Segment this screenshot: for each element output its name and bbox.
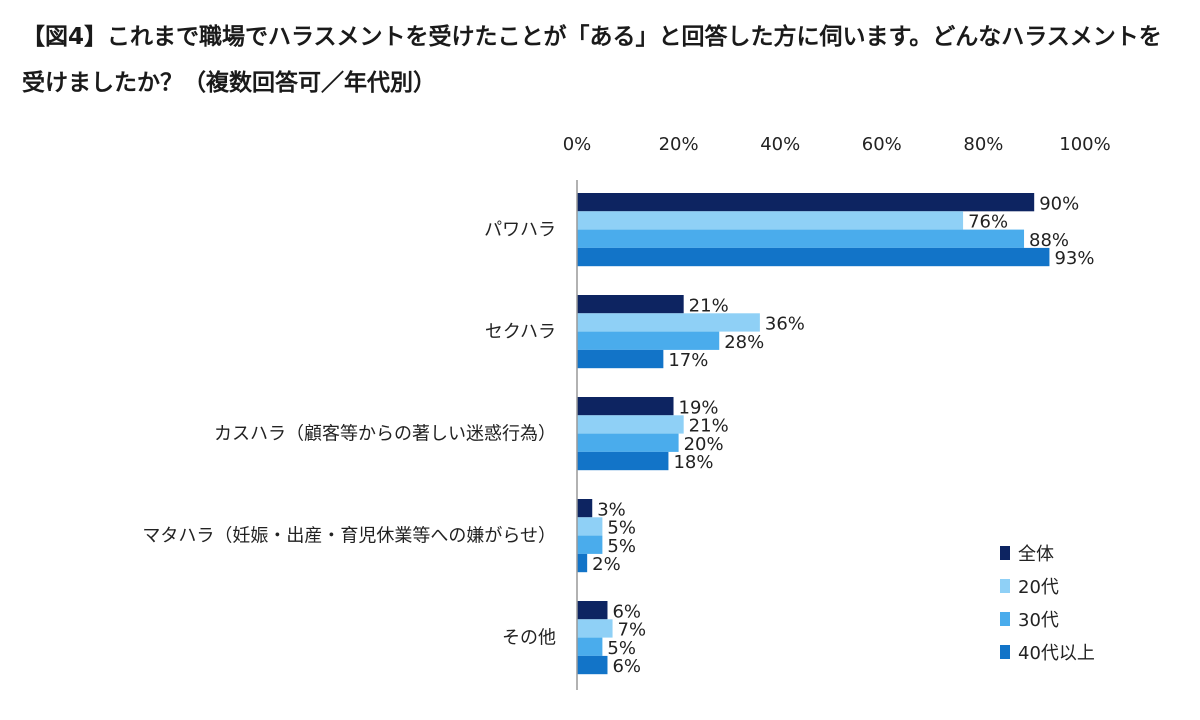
bar-value-label: 28% xyxy=(724,332,764,353)
legend: 全体 20代 30代 40代以上 xyxy=(1000,544,1095,664)
bar-value-label: 6% xyxy=(612,656,641,677)
bar-value-label: 17% xyxy=(668,350,708,371)
x-tick-label: 60% xyxy=(862,134,902,155)
category-label: その他 xyxy=(502,628,556,649)
category-label: パワハラ xyxy=(484,220,556,241)
bar-value-label: 76% xyxy=(968,212,1008,233)
bar xyxy=(577,499,593,518)
bar-value-label: 19% xyxy=(679,397,719,418)
x-tick-label: 0% xyxy=(563,134,592,155)
bar xyxy=(577,229,1025,248)
bar xyxy=(577,601,608,620)
x-tick-label: 80% xyxy=(963,134,1003,155)
legend-swatch xyxy=(1000,645,1010,659)
bar-value-label: 6% xyxy=(612,601,641,622)
bar-value-label: 3% xyxy=(597,499,626,520)
bars xyxy=(577,193,1050,675)
bar xyxy=(577,349,664,369)
bar xyxy=(577,553,588,573)
bar xyxy=(577,193,1035,212)
bar xyxy=(577,433,679,452)
bar-value-label: 18% xyxy=(673,452,713,473)
bar xyxy=(577,211,964,230)
x-tick-label: 100% xyxy=(1059,134,1110,155)
bar xyxy=(577,415,684,434)
bar-value-label: 5% xyxy=(607,536,636,557)
bar xyxy=(577,247,1050,267)
category-label: カスハラ（顧客等からの著しい迷惑行為） xyxy=(214,424,556,445)
legend-swatch xyxy=(1000,546,1010,560)
bar-value-label: 5% xyxy=(607,638,636,659)
bar-value-label: 88% xyxy=(1029,230,1069,251)
bar-value-label: 2% xyxy=(592,554,621,575)
x-axis-ticks: 0% 20% 40% 60% 80% 100% xyxy=(563,134,1111,155)
bar xyxy=(577,517,603,536)
legend-swatch xyxy=(1000,612,1010,626)
bar-value-label: 21% xyxy=(689,295,729,316)
legend-label: 20代 xyxy=(1018,577,1059,598)
bar xyxy=(577,619,613,638)
chart-title: 【図4】これまで職場でハラスメントを受けたことが「ある」と回答した方に伺います。… xyxy=(22,24,1162,96)
category-label: マタハラ（妊娠・出産・育児休業等への嫌がらせ） xyxy=(142,526,556,547)
legend-label: 40代以上 xyxy=(1018,643,1095,664)
bar xyxy=(577,535,603,554)
bar xyxy=(577,637,603,656)
x-tick-label: 40% xyxy=(760,134,800,155)
bar-value-label: 21% xyxy=(689,416,729,437)
bar-value-label: 90% xyxy=(1039,193,1079,214)
bar xyxy=(577,313,760,332)
bar xyxy=(577,655,608,675)
legend-label: 全体 xyxy=(1018,544,1054,565)
legend-label: 30代 xyxy=(1018,610,1059,631)
bar xyxy=(577,397,674,416)
bar xyxy=(577,451,669,471)
bar-value-label: 93% xyxy=(1054,248,1094,269)
legend-swatch xyxy=(1000,579,1010,593)
x-tick-label: 20% xyxy=(659,134,699,155)
bar xyxy=(577,331,720,350)
value-labels: 90%76%88%93%21%36%28%17%19%21%20%18%3%5%… xyxy=(592,193,1094,677)
bar-value-label: 36% xyxy=(765,314,805,335)
bar-value-label: 20% xyxy=(684,434,724,455)
category-label: セクハラ xyxy=(485,322,556,343)
bar-value-label: 7% xyxy=(618,620,647,641)
bar xyxy=(577,295,684,314)
bar-value-label: 5% xyxy=(607,518,636,539)
